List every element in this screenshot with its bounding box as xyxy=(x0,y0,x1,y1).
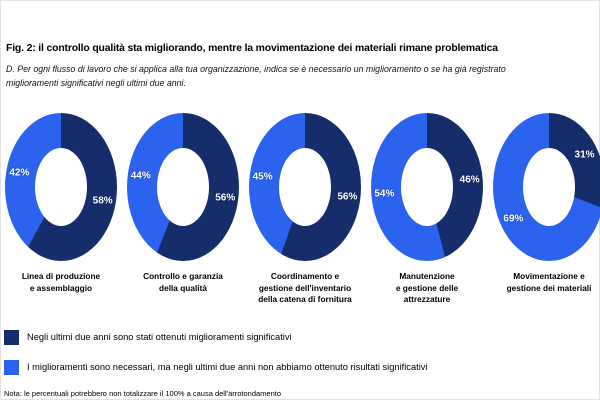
donut-pct-achieved: 58% xyxy=(92,195,113,207)
donut-pct-needed: 69% xyxy=(503,213,524,225)
donut-category-label: Linea di produzione e assemblaggio xyxy=(21,271,101,293)
legend-label: Negli ultimi due anni sono stati ottenut… xyxy=(27,332,292,342)
legend: Negli ultimi due anni sono stati ottenut… xyxy=(4,329,598,389)
donut-chart-3: 56% 45% xyxy=(249,113,361,261)
donut-category-label: Movimentazione e gestione dei materiali xyxy=(506,271,592,293)
legend-label: I miglioramenti sono necessari, ma negli… xyxy=(27,362,428,372)
legend-item-improvements-needed: I miglioramenti sono necessari, ma negli… xyxy=(4,359,598,375)
donut-category-label: Coordinamento e gestione dell'inventario… xyxy=(258,271,352,305)
figure-title: Fig. 2: il controllo qualità sta miglior… xyxy=(6,43,498,54)
footnote: Nota: le percentuali potrebbero non tota… xyxy=(4,389,282,398)
donut-row: 58% 42% Linea di produzione e assemblaggio… xyxy=(1,113,600,306)
donut-hole xyxy=(157,148,209,226)
donut-pct-needed: 54% xyxy=(374,188,395,200)
donut-pct-needed: 45% xyxy=(252,171,273,183)
donut-group-5: 31% 69% Movimentazione e gestione dei mate… xyxy=(493,113,600,306)
donut-pct-needed: 42% xyxy=(9,167,30,179)
donut-chart-5: 31% 69% xyxy=(493,113,600,261)
donut-chart-1: 58% 42% xyxy=(5,113,117,261)
donut-hole xyxy=(279,148,331,226)
donut-pct-needed: 44% xyxy=(130,170,151,182)
donut-group-4: 46% 54% Manutenzione e gestione delle attr… xyxy=(371,113,483,306)
donut-hole xyxy=(35,148,87,226)
figure-subtitle: D. Per ogni flusso di lavoro che si appl… xyxy=(6,64,506,88)
donut-hole xyxy=(523,148,575,226)
donut-group-2: 56% 44% Controllo e garanzia della qualità xyxy=(127,113,239,306)
legend-swatch-blue-icon xyxy=(4,359,19,375)
legend-item-significant-improvements: Negli ultimi due anni sono stati ottenut… xyxy=(4,329,598,345)
donut-pct-achieved: 56% xyxy=(215,192,236,204)
donut-group-1: 58% 42% Linea di produzione e assemblaggio xyxy=(5,113,117,306)
legend-swatch-dark-icon xyxy=(4,329,19,345)
donut-category-label: Controllo e garanzia della qualità xyxy=(143,271,223,293)
donut-category-label: Manutenzione e gestione delle attrezzatu… xyxy=(395,271,459,305)
donut-hole xyxy=(401,148,453,226)
donut-group-3: 56% 45% Coordinamento e gestione dell'inve… xyxy=(249,113,361,306)
donut-pct-achieved: 31% xyxy=(574,149,595,161)
donut-chart-2: 56% 44% xyxy=(127,113,239,261)
donut-pct-achieved: 56% xyxy=(337,191,358,203)
donut-chart-4: 46% 54% xyxy=(371,113,483,261)
donut-pct-achieved: 46% xyxy=(459,174,480,186)
